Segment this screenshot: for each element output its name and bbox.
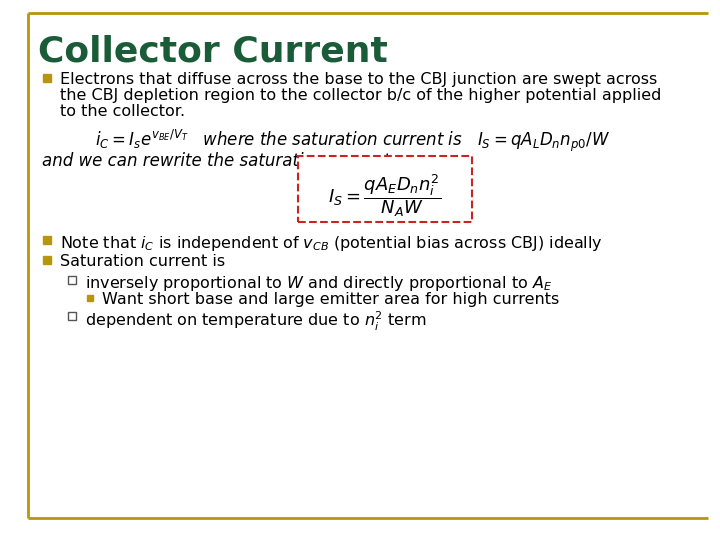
Text: $i_C = I_s e^{v_{BE}/V_T}$   where the saturation current is   $I_S = qA_L D_n n: $i_C = I_s e^{v_{BE}/V_T}$ where the sat…: [95, 128, 611, 154]
FancyBboxPatch shape: [298, 156, 472, 222]
Text: dependent on temperature due to $n_i^2$ term: dependent on temperature due to $n_i^2$ …: [85, 310, 426, 333]
Text: to the collector.: to the collector.: [60, 104, 185, 119]
Text: $I_S = \dfrac{qA_E D_n n_i^2}{N_A W}$: $I_S = \dfrac{qA_E D_n n_i^2}{N_A W}$: [328, 172, 441, 219]
Text: Saturation current is: Saturation current is: [60, 254, 225, 269]
Text: inversely proportional to $W$ and directly proportional to $A_E$: inversely proportional to $W$ and direct…: [85, 274, 552, 293]
Text: Want short base and large emitter area for high currents: Want short base and large emitter area f…: [102, 292, 559, 307]
Text: Collector Current: Collector Current: [38, 35, 388, 69]
Text: Note that $i_C$ is independent of $v_{CB}$ (potential bias across CBJ) ideally: Note that $i_C$ is independent of $v_{CB…: [60, 234, 603, 253]
Text: Electrons that diffuse across the base to the CBJ junction are swept across: Electrons that diffuse across the base t…: [60, 72, 657, 87]
Text: the CBJ depletion region to the collector b/c of the higher potential applied: the CBJ depletion region to the collecto…: [60, 88, 662, 103]
Text: and we can rewrite the saturation current as:: and we can rewrite the saturation curren…: [42, 152, 420, 170]
